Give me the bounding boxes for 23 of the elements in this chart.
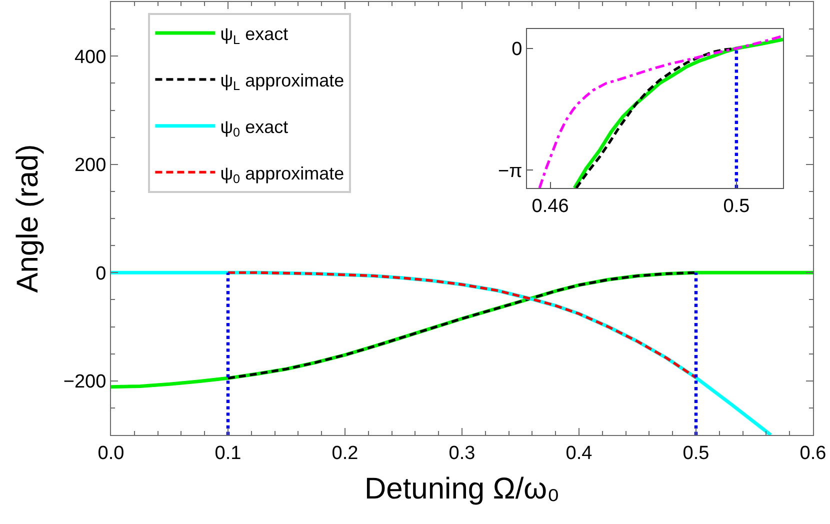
x-tick-label: 0.5 <box>682 442 710 464</box>
y-tick-label: −200 <box>63 372 106 393</box>
x-tick-label: 0.3 <box>448 442 476 464</box>
y-tick-label: 200 <box>74 155 106 176</box>
y-axis-title: Angle (rad) <box>11 144 44 293</box>
x-tick-label: 0.6 <box>800 442 826 464</box>
y-tick-label: −π <box>498 160 522 182</box>
y-tick-label: 0 <box>512 39 522 60</box>
x-axis-title: Detuning Ω/ω₀ <box>364 472 560 506</box>
x-tick-label: 0.4 <box>566 442 593 464</box>
line-series <box>538 34 783 188</box>
legend-label: ψ$_{L}$ approximate <box>220 70 344 94</box>
y-tick-label: 0 <box>96 263 106 284</box>
legend-label: ψ$_{L}$ exact <box>220 24 288 47</box>
y-tick-label: 400 <box>74 46 106 68</box>
line-series <box>575 47 738 188</box>
x-tick-label: 0.46 <box>532 196 569 217</box>
x-tick-label: 0.2 <box>332 442 358 464</box>
x-tick-label: 0.5 <box>723 196 750 217</box>
x-tick-label: 0.0 <box>98 442 124 464</box>
legend-label: ψ$_{0}$ exact <box>220 116 288 140</box>
legend-label: ψ$_{0}$ approximate <box>220 163 344 186</box>
x-tick-label: 0.1 <box>214 442 242 464</box>
